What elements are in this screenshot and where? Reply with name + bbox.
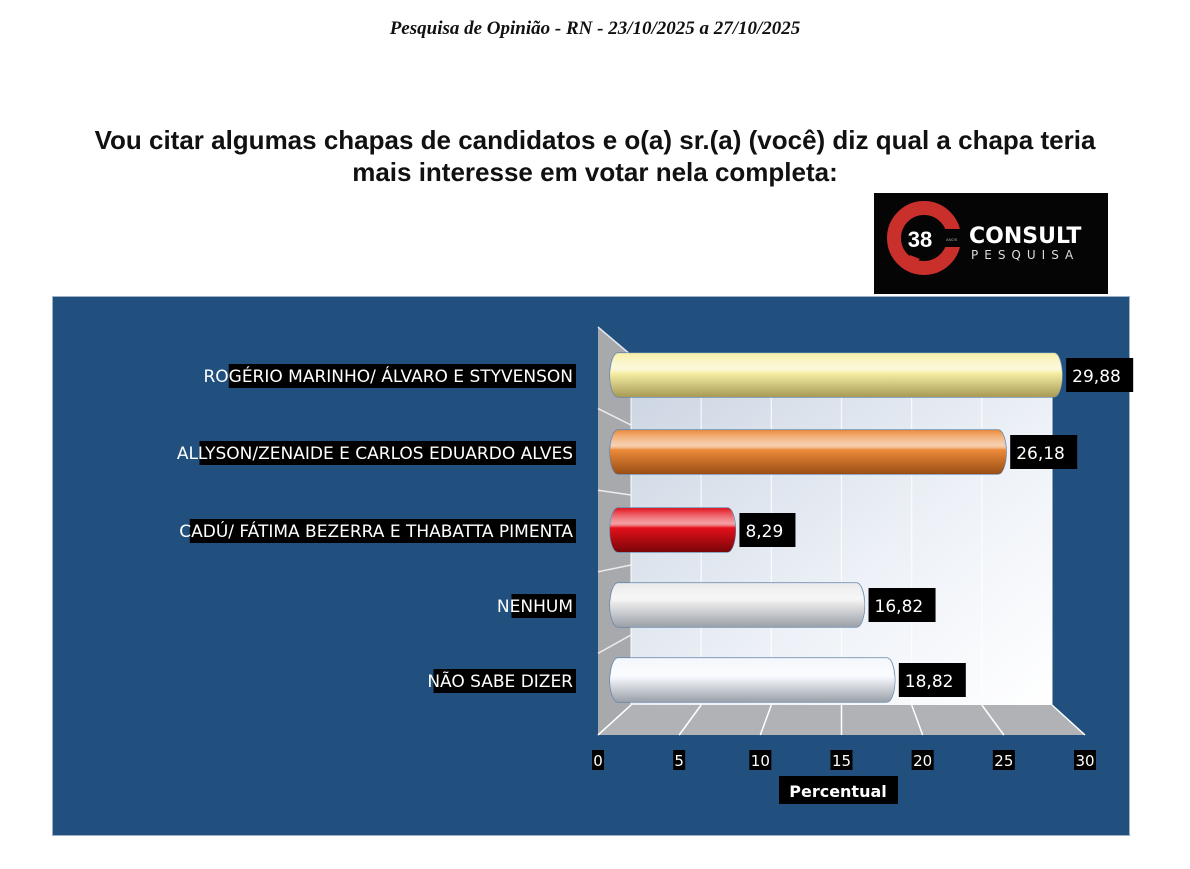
data-label: 18,82	[905, 672, 954, 692]
data-label: 8,29	[745, 522, 783, 542]
category-label-bg	[199, 441, 576, 465]
bar-shading	[610, 353, 1063, 397]
x-tick-label-bg	[1074, 750, 1096, 770]
category-label-bg	[511, 594, 576, 618]
svg-text:ANOS: ANOS	[946, 237, 958, 242]
floor-gridline	[910, 704, 924, 736]
data-label: 29,88	[1072, 367, 1121, 387]
bar-shading	[610, 508, 736, 552]
side-gridline	[597, 489, 632, 496]
x-tick-label: 25	[994, 752, 1013, 770]
floor-gridline	[678, 704, 702, 736]
x-tick-label-bg	[830, 750, 853, 770]
x-tick-label-bg	[911, 750, 934, 770]
x-tick-label-bg	[992, 750, 1015, 770]
logo-graphic: 38 ANOS CONSULT PESQUISA	[887, 201, 1081, 275]
category-label-bg	[189, 519, 576, 543]
x-tick-label: 5	[674, 752, 684, 770]
category-label-bg	[228, 364, 576, 388]
x-tick-label-bg	[673, 750, 686, 770]
side-gridline	[597, 704, 632, 736]
floor-gridline	[1051, 704, 1086, 736]
category-label: ROGÉRIO MARINHO/ ÁLVARO E STYVENSON	[203, 365, 573, 387]
category-label: CADÚ/ FÁTIMA BEZERRA E THABATTA PIMENTA	[179, 520, 573, 542]
svg-text:CONSULT: CONSULT	[969, 224, 1081, 249]
category-label: NENHUM	[497, 597, 573, 617]
bar-shading	[610, 430, 1007, 474]
side-gridline	[597, 564, 632, 573]
bar-shading	[610, 658, 895, 702]
consult-logo: 38 ANOS CONSULT PESQUISA	[874, 193, 1108, 294]
svg-text:PESQUISA: PESQUISA	[971, 248, 1079, 262]
data-label-bg	[739, 513, 796, 547]
category-label: NÃO SABE DIZER	[427, 670, 573, 692]
side-gridline	[597, 407, 632, 426]
x-tick-label: 0	[593, 752, 603, 770]
x-tick-label: 20	[913, 752, 932, 770]
survey-header: Pesquisa de Opinião - RN - 23/10/2025 a …	[389, 18, 801, 39]
question-line-2: mais interesse em votar nela completa:	[352, 157, 838, 187]
data-label-bg	[868, 588, 936, 622]
floor-gridline	[759, 704, 773, 736]
category-label: ALLYSON/ZENAIDE E CARLOS EDUARDO ALVES	[177, 444, 573, 464]
data-label-bg	[1066, 358, 1134, 392]
x-tick-label: 30	[1075, 752, 1094, 770]
data-label: 26,18	[1016, 444, 1065, 464]
x-axis-label-bg	[779, 776, 898, 804]
x-tick-label-bg	[592, 750, 604, 770]
question-text: Vou citar algumas chapas de candidatos e…	[0, 124, 1190, 188]
bar-shading	[610, 583, 865, 627]
side-gridline	[597, 326, 632, 356]
x-tick-label: 15	[832, 752, 851, 770]
floor-gridline	[981, 704, 1005, 736]
question-line-1: Vou citar algumas chapas de candidatos e…	[94, 125, 1096, 155]
data-label-bg	[898, 663, 966, 697]
category-label-bg	[433, 669, 576, 693]
data-label: 16,82	[875, 597, 924, 617]
x-tick-label: 10	[751, 752, 770, 770]
data-label-bg	[1010, 435, 1078, 469]
svg-text:38: 38	[908, 227, 932, 252]
x-axis-label: Percentual	[789, 782, 887, 801]
x-tick-label-bg	[749, 750, 772, 770]
side-gridline	[597, 634, 632, 655]
